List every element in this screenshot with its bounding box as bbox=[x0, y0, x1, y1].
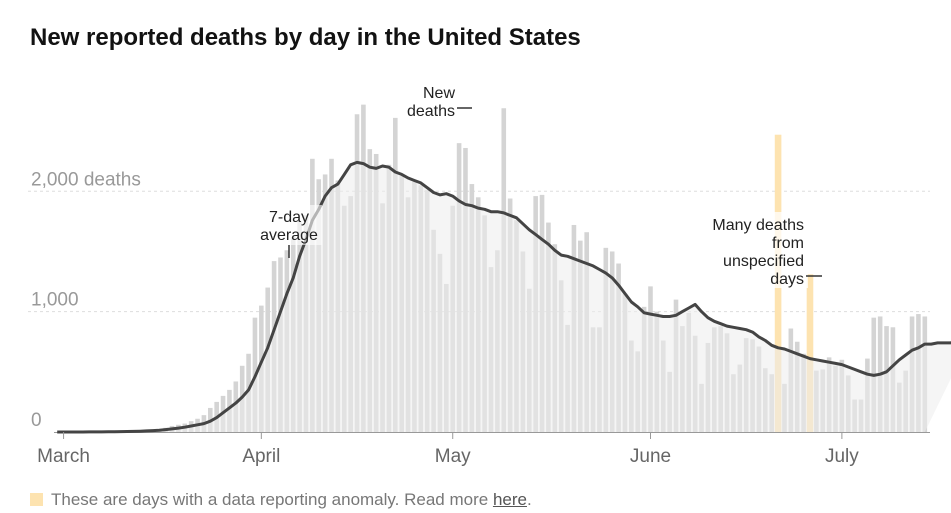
annotation-many-line3: unspecified bbox=[723, 253, 804, 270]
anomaly-legend-swatch bbox=[30, 493, 43, 506]
annotation-avg-line1: 7-day bbox=[269, 209, 309, 226]
annotation-seven-day-average: 7-day average bbox=[256, 205, 322, 258]
anomaly-bar bbox=[806, 274, 814, 432]
x-tick-label: April bbox=[242, 446, 280, 467]
annotation-new-deaths: New deaths bbox=[407, 85, 472, 120]
annotation-new-deaths-line2: deaths bbox=[407, 103, 455, 120]
x-tick-label: June bbox=[630, 446, 671, 467]
annotation-many-line2: from bbox=[772, 235, 804, 252]
annotation-avg-line2: average bbox=[260, 227, 318, 244]
y-axis-labels: 0 1,000 2,000 deaths bbox=[31, 169, 141, 431]
annotation-many-line1: Many deaths bbox=[712, 217, 804, 234]
annotation-backdrop bbox=[256, 205, 322, 245]
average-area bbox=[57, 162, 951, 432]
x-tick-label: May bbox=[435, 446, 471, 467]
x-tick-label: March bbox=[37, 446, 90, 467]
footnote-period: . bbox=[526, 490, 532, 509]
read-more-link[interactable]: here bbox=[492, 490, 527, 509]
annotation-new-deaths-line1: New bbox=[423, 85, 455, 102]
seven-day-average-line bbox=[57, 160, 951, 434]
y-tick-label: 1,000 bbox=[31, 290, 79, 311]
footnote-text: These are days with a data reporting ano… bbox=[51, 490, 489, 509]
y-tick-label: 2,000 deaths bbox=[31, 169, 141, 190]
y-tick-label: 0 bbox=[31, 410, 42, 431]
chart-title: New reported deaths by day in the United… bbox=[30, 24, 581, 51]
annotation-many-line4: days bbox=[770, 271, 804, 288]
footnote: These are days with a data reporting ano… bbox=[30, 490, 532, 510]
x-axis-labels: March April May June July bbox=[37, 432, 859, 467]
x-tick-label: July bbox=[825, 446, 859, 467]
annotation-backdrop bbox=[700, 212, 808, 288]
annotation-many-deaths: Many deaths from unspecified days bbox=[700, 212, 822, 288]
